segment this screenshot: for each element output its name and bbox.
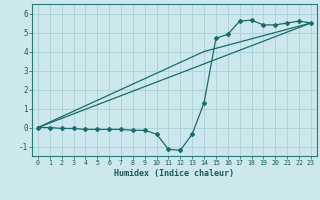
X-axis label: Humidex (Indice chaleur): Humidex (Indice chaleur)	[115, 169, 234, 178]
